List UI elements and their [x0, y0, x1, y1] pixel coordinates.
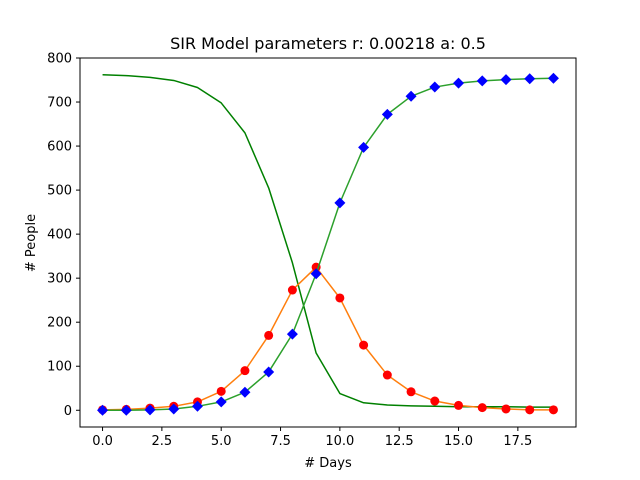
y-tick-label: 600: [47, 140, 72, 155]
infected-point: [548, 405, 558, 415]
x-tick-label: 7.5: [270, 434, 291, 449]
y-tick-label: 0: [64, 404, 72, 419]
infected-point: [525, 405, 535, 415]
x-axis-label: # Days: [304, 456, 352, 471]
infected-point: [216, 386, 226, 396]
recovered-point: [168, 403, 180, 415]
tick-layer: 0.0 2.5 5.0 7.5 10.0 12.5 15.0 17.5 0 100 200 300 40…: [47, 52, 532, 450]
infected-point: [264, 330, 274, 340]
recovered-point: [453, 77, 465, 89]
plot-frame: [79, 57, 577, 428]
y-tick-label: 700: [47, 96, 72, 111]
infected-point: [430, 396, 440, 406]
infected-point: [454, 400, 464, 410]
y-tick-label: 500: [47, 184, 72, 199]
plot-area: [97, 72, 559, 416]
infected-point: [359, 340, 369, 350]
infected-point: [287, 285, 297, 295]
recovered-point: [239, 386, 251, 398]
recovered-point: [144, 404, 156, 416]
x-tick-label: 0.0: [92, 434, 113, 449]
recovered-point: [334, 197, 346, 209]
recovered-point: [191, 400, 203, 412]
recovered-point: [120, 404, 132, 416]
infected-point: [501, 404, 511, 414]
infected-point: [382, 370, 392, 380]
y-tick-label: 200: [47, 316, 72, 331]
y-axis-label: # People: [24, 214, 39, 272]
infected-point: [477, 403, 487, 413]
recovered-point: [286, 328, 298, 340]
infected-point: [406, 387, 416, 397]
y-tick-label: 300: [47, 272, 72, 287]
y-tick-label: 100: [47, 360, 72, 375]
chart-title: SIR Model parameters r: 0.00218 a: 0.5: [170, 34, 486, 53]
recovered-point: [310, 268, 322, 280]
x-tick-label: 12.5: [385, 434, 414, 449]
recovered-point: [358, 141, 370, 153]
recovered-point: [215, 396, 227, 408]
recovered-point: [405, 90, 417, 102]
infected-point: [240, 366, 250, 376]
recovered-point: [263, 366, 275, 378]
recovered-point: [429, 81, 441, 93]
y-tick-label: 400: [47, 228, 72, 243]
x-tick-label: 10.0: [325, 434, 354, 449]
recovered-point: [524, 73, 536, 85]
infected-point: [335, 293, 345, 303]
recovered-point: [97, 404, 109, 416]
y-tick-label: 800: [47, 52, 72, 67]
x-tick-label: 15.0: [444, 434, 473, 449]
recovered-point: [476, 75, 488, 87]
x-tick-label: 5.0: [211, 434, 232, 449]
recovered-point: [381, 108, 393, 120]
x-tick-label: 2.5: [152, 434, 173, 449]
recovered-point: [547, 72, 559, 84]
x-tick-label: 17.5: [503, 434, 532, 449]
recovered-point: [500, 74, 512, 86]
